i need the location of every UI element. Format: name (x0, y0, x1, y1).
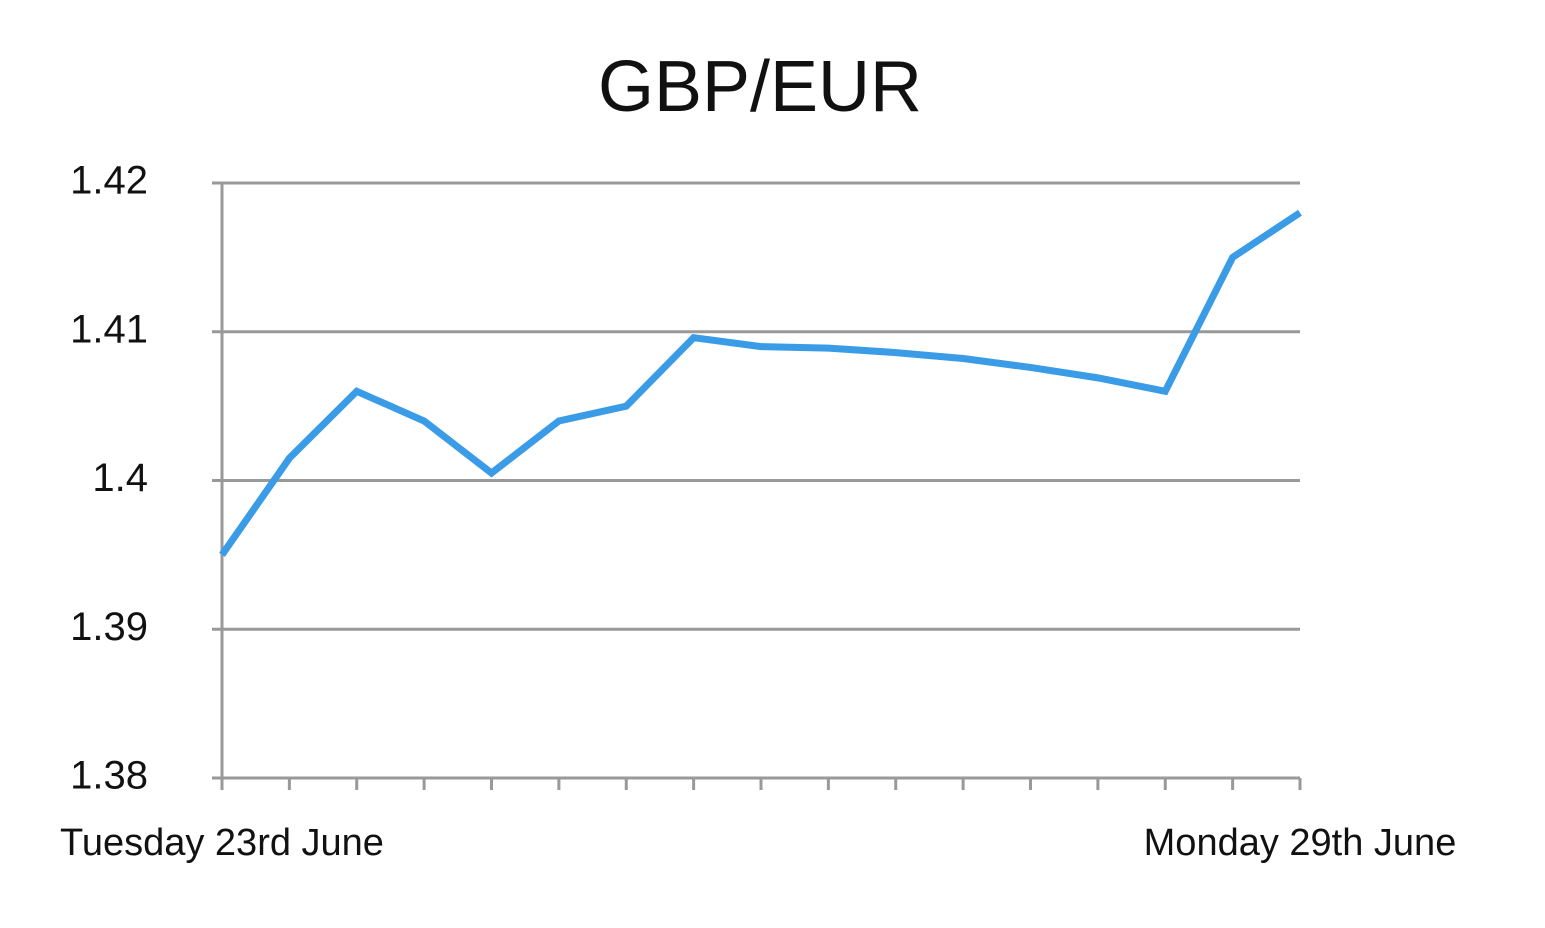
y-tick-label: 1.38 (70, 754, 148, 798)
y-tick-label: 1.4 (92, 456, 148, 500)
y-tick-label: 1.41 (70, 307, 148, 351)
chart-title: GBP/EUR (598, 47, 922, 127)
y-tick-label: 1.39 (70, 605, 148, 649)
data-line (219, 209, 1302, 557)
x-tick-label: Monday 29th June (1144, 822, 1457, 864)
y-tick-label: 1.42 (70, 159, 148, 203)
x-tick-label: Tuesday 23rd June (60, 822, 384, 864)
